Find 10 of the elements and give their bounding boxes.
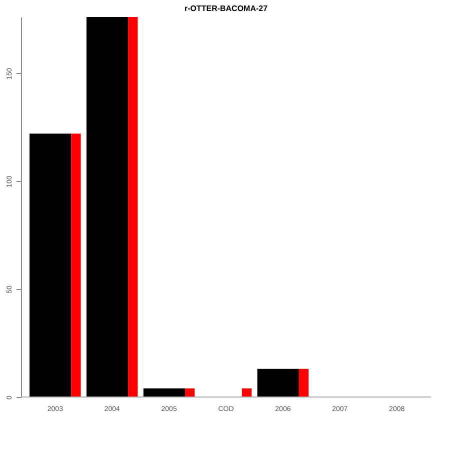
bar (257, 368, 299, 397)
bar (30, 134, 72, 397)
chart-title: r-OTTER-BACOMA-27 (184, 4, 268, 13)
bar (71, 134, 81, 397)
bar (298, 368, 309, 397)
bar (185, 388, 195, 397)
bar (242, 388, 252, 397)
bar (143, 388, 185, 397)
bar (128, 17, 138, 397)
bar (86, 17, 128, 397)
